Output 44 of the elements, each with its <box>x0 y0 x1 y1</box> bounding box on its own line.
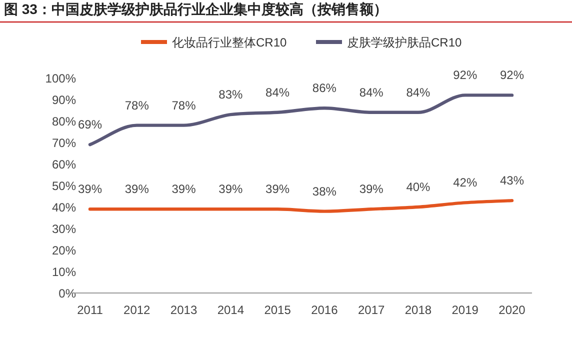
x-tick-label: 2012 <box>124 303 151 317</box>
data-label: 78% <box>172 98 196 112</box>
data-label: 78% <box>124 98 150 112</box>
x-tick-label: 2018 <box>404 303 432 317</box>
y-tick-label: 20% <box>52 244 76 258</box>
y-tick-label: 40% <box>52 200 76 214</box>
data-label: 39% <box>266 182 290 196</box>
data-label: 92% <box>500 68 524 82</box>
y-tick-label: 10% <box>52 265 76 279</box>
x-tick-label: 2013 <box>170 303 198 317</box>
data-label: 84% <box>359 85 384 100</box>
y-tick-label: 70% <box>52 136 76 150</box>
y-tick-label: 50% <box>52 179 76 193</box>
chart-title: 图 33：中国皮肤学级护肤品行业企业集中度较高（按销售额） <box>4 1 388 17</box>
x-tick-label: 2016 <box>311 303 338 317</box>
data-label: 39% <box>78 182 102 196</box>
data-label: 38% <box>312 184 337 198</box>
data-label: 39% <box>218 182 243 196</box>
data-label: 39% <box>359 182 384 196</box>
data-label: 42% <box>453 176 478 190</box>
x-tick-label: 2011 <box>77 303 104 317</box>
x-tick-label: 2017 <box>358 303 386 317</box>
data-label: 39% <box>172 182 196 196</box>
data-label: 39% <box>124 182 150 196</box>
legend-label: 皮肤学级护肤品CR10 <box>347 36 462 50</box>
data-label: 83% <box>218 88 243 102</box>
y-tick-label: 30% <box>52 222 76 236</box>
data-label: 84% <box>266 85 290 100</box>
data-label: 43% <box>500 174 524 188</box>
data-label: 92% <box>453 68 478 82</box>
data-label: 84% <box>406 85 431 100</box>
x-tick-label: 2020 <box>498 303 526 317</box>
y-tick-label: 80% <box>52 114 76 128</box>
data-label: 69% <box>78 118 102 132</box>
data-label: 86% <box>312 81 337 96</box>
y-tick-label: 90% <box>52 93 76 107</box>
legend-label: 化妆品行业整体CR10 <box>172 36 288 50</box>
data-label: 40% <box>406 180 431 194</box>
y-tick-label: 60% <box>52 158 76 172</box>
y-tick-label: 100% <box>45 72 76 86</box>
x-tick-label: 2019 <box>452 303 479 317</box>
x-tick-label: 2015 <box>264 303 292 317</box>
line-series <box>88 198 514 213</box>
x-tick-label: 2014 <box>217 303 244 317</box>
